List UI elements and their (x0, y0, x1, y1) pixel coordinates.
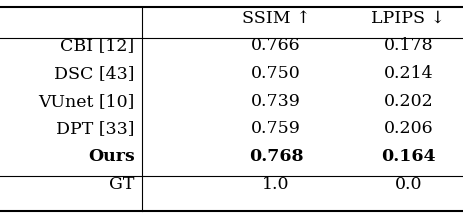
Text: 1.0: 1.0 (262, 176, 289, 193)
Text: SSIM ↑: SSIM ↑ (241, 10, 310, 27)
Text: 0.164: 0.164 (380, 148, 435, 165)
Text: 0.739: 0.739 (250, 93, 300, 110)
Text: Ours: Ours (88, 148, 134, 165)
Text: GT: GT (109, 176, 134, 193)
Text: CBI [12]: CBI [12] (60, 37, 134, 54)
Text: 0.768: 0.768 (248, 148, 303, 165)
Text: 0.202: 0.202 (382, 93, 432, 110)
Text: 0.214: 0.214 (383, 65, 432, 82)
Text: DPT [33]: DPT [33] (56, 120, 134, 137)
Text: 0.750: 0.750 (250, 65, 300, 82)
Text: LPIPS ↓: LPIPS ↓ (370, 10, 444, 27)
Text: VUnet [10]: VUnet [10] (38, 93, 134, 110)
Text: 0.0: 0.0 (394, 176, 421, 193)
Text: 0.766: 0.766 (251, 37, 300, 54)
Text: 0.178: 0.178 (383, 37, 432, 54)
Text: DSC [43]: DSC [43] (54, 65, 134, 82)
Text: 0.206: 0.206 (383, 120, 432, 137)
Text: 0.759: 0.759 (250, 120, 300, 137)
